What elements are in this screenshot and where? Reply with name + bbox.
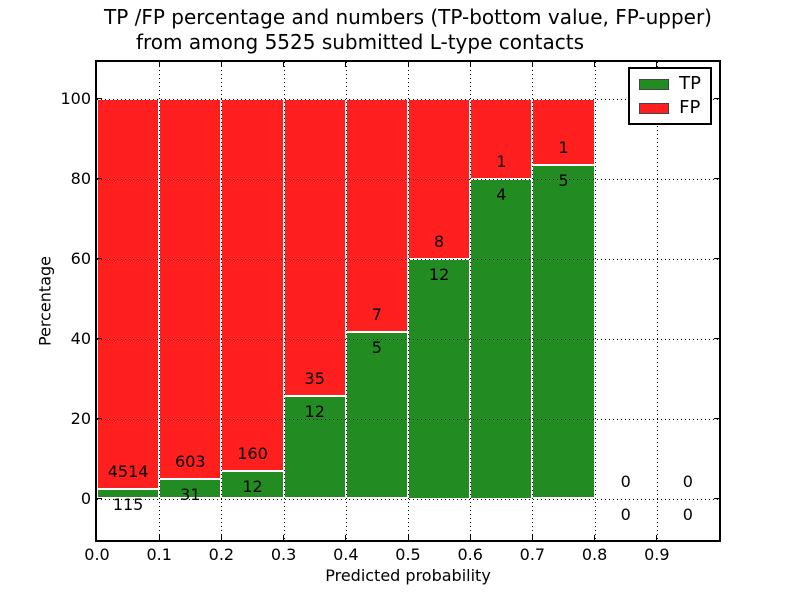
x-tick-label: 0.5 [395,545,421,564]
fp-count-label: 1 [496,151,507,171]
x-tick [469,62,471,67]
fp-count-label: 35 [304,369,325,389]
x-tick [594,62,596,67]
x-tick [531,62,533,67]
x-gridline [221,62,223,540]
y-tick [97,178,102,179]
y-tick [714,98,719,99]
x-tick-label: 0.9 [644,545,670,564]
x-tick [656,62,658,67]
fp-count-label: 160 [237,443,268,463]
tp-bar-segment [532,165,595,499]
y-tick [714,178,719,179]
x-tick [407,535,409,540]
x-tick-label: 0.0 [84,545,110,564]
tp-count-label: 12 [242,476,263,496]
x-gridline [594,62,596,540]
x-tick [345,62,347,67]
x-tick [283,62,285,67]
x-tick [469,535,471,540]
y-tick-label: 20 [70,408,91,428]
x-tick [283,535,285,540]
x-tick [656,535,658,540]
tp-count-label: 4 [496,184,507,204]
tp-bar-segment [221,470,284,499]
y-tick-label: 60 [70,248,91,268]
x-gridline [656,62,658,540]
fp-count-label: 8 [434,231,445,251]
fp-bar-segment [283,98,346,397]
tp-count-label: 31 [180,484,201,504]
tp-count-label: 0 [682,504,693,524]
y-tick-label: 40 [70,328,91,348]
plot-area: TP FP 4514 115 603 31 160 12 35 12 7 5 8 12 1 4 1 5 0 0 0 0 [95,60,721,542]
y-tick-label: 100 [60,88,91,108]
tp-bar-segment [283,396,346,499]
tp-count-label: 115 [112,494,144,514]
y-tick [714,258,719,259]
fp-bar-segment [159,98,222,479]
chart-title-line2: from among 5525 submitted L-type contact… [135,30,585,54]
tp-count-label: 0 [620,504,631,524]
y-tick [97,498,102,499]
tp-bar-segment [97,488,160,499]
y-tick [714,498,719,499]
y-tick [97,258,102,259]
x-gridline [283,62,285,540]
y-tick [714,418,719,419]
tp-count-label: 5 [558,171,569,191]
legend-label: FP [679,97,701,118]
x-tick [220,535,222,540]
tp-bar-segment [408,258,471,499]
x-tick-label: 0.3 [270,545,297,564]
fp-bar-segment [221,98,284,471]
x-gridline [408,62,409,540]
tp-count-label: 5 [371,337,382,357]
fp-bar-segment [345,98,408,332]
y-tick [714,338,719,339]
x-tick-label: 0.4 [333,545,359,564]
y-tick-label: 0 [80,488,91,508]
x-tick-label: 0.8 [581,545,608,564]
x-tick [158,62,160,67]
fp-count-label: 1 [558,138,569,158]
x-gridline [159,62,161,540]
y-tick-label: 80 [70,168,91,188]
x-gridline [345,62,347,540]
fp-legend-swatch [639,102,670,114]
legend-label: TP [679,73,701,94]
y-tick [97,338,102,339]
fp-bar-segment [97,98,160,489]
fp-count-label: 4514 [107,461,149,481]
fp-count-label: 7 [371,304,382,324]
x-tick [594,535,596,540]
x-tick-label: 0.2 [208,545,235,564]
legend-item: TP [639,75,701,93]
x-tick-label: 0.6 [457,545,483,564]
x-axis-label: Predicted probability [325,566,491,585]
x-gridline [470,62,472,540]
x-tick [345,535,347,540]
x-tick [407,62,409,67]
legend-item: FP [639,99,701,117]
tp-count-label: 12 [428,264,450,284]
fp-count-label: 603 [175,451,206,471]
y-tick [97,418,102,419]
fp-count-label: 0 [620,471,631,491]
legend-box: TP FP [628,67,712,125]
tp-legend-swatch [639,78,670,90]
x-gridline [532,62,534,540]
x-tick [531,535,533,540]
y-tick [97,98,102,99]
x-tick [158,535,160,540]
fp-count-label: 0 [682,471,693,491]
tp-count-label: 12 [304,402,325,422]
x-tick-label: 0.1 [146,545,172,564]
x-tick [220,62,222,67]
chart-title-line1: TP /FP percentage and numbers (TP-bottom… [104,5,712,29]
x-tick-label: 0.7 [519,545,546,564]
